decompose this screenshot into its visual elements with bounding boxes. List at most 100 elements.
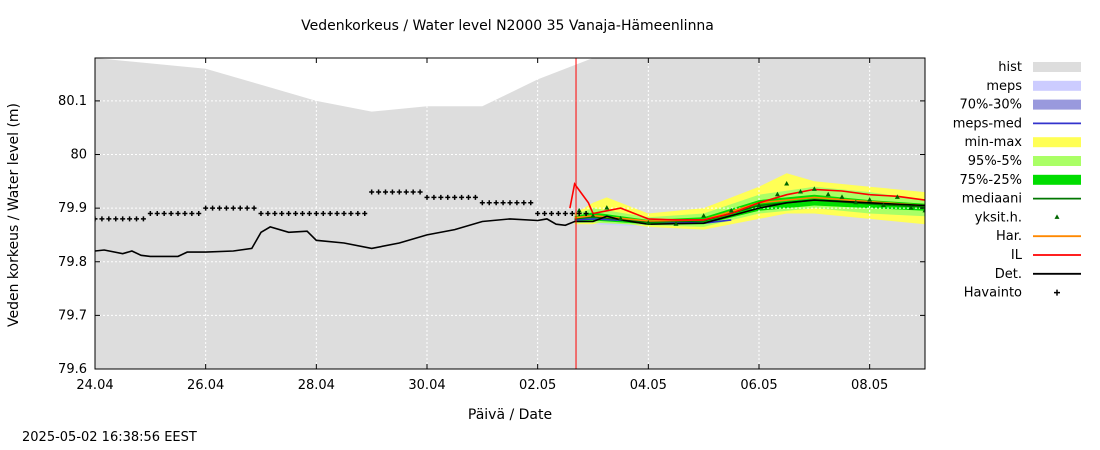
legend-label: Har. xyxy=(996,229,1022,244)
legend-label: min-max xyxy=(964,135,1022,150)
legend-label: meps-med xyxy=(953,116,1022,131)
observation-point xyxy=(521,200,527,206)
legend-swatch xyxy=(1033,99,1081,110)
legend-item: hist xyxy=(998,60,1081,75)
observation-point xyxy=(327,211,333,216)
observation-point xyxy=(217,205,222,211)
legend-item: IL xyxy=(1011,248,1081,263)
ensemble-point xyxy=(645,220,651,225)
observation-point xyxy=(403,189,409,195)
legend-swatch xyxy=(1033,174,1081,185)
observation-point xyxy=(127,216,133,222)
observation-point xyxy=(210,205,216,211)
legend-label: mediaani xyxy=(962,192,1022,207)
ensemble-point xyxy=(908,205,914,210)
chart-title: Vedenkorkeus / Water level N2000 35 Vana… xyxy=(301,18,714,34)
legend-label: 70%-30% xyxy=(960,98,1022,113)
observation-point xyxy=(147,211,153,216)
ensemble-point xyxy=(922,207,925,213)
ensemble-point xyxy=(894,194,900,199)
observation-point xyxy=(466,194,471,200)
observation-point xyxy=(286,211,292,216)
observation-point xyxy=(535,211,541,216)
legend-label: IL xyxy=(1011,248,1023,263)
observation-point xyxy=(569,211,575,216)
x-tick-label: 28.04 xyxy=(298,378,335,393)
legend-item: Det. xyxy=(995,267,1081,282)
legend-label: hist xyxy=(998,60,1022,75)
observation-point xyxy=(154,211,160,216)
y-tick-label: 79.7 xyxy=(58,308,87,323)
x-tick-label: 02.05 xyxy=(519,378,556,393)
x-tick-label: 24.04 xyxy=(76,378,113,393)
observation-point xyxy=(493,200,499,206)
observation-point xyxy=(306,211,312,216)
observation-point xyxy=(313,211,319,216)
observation-point xyxy=(410,189,416,195)
observation-point xyxy=(203,205,209,211)
ensemble-point xyxy=(618,215,624,221)
observation-point xyxy=(99,216,105,222)
legend-label: 95%-5% xyxy=(968,154,1022,169)
ensemble-point xyxy=(853,199,859,205)
observation-point xyxy=(189,211,195,216)
observation-point xyxy=(514,200,520,206)
legend-item: Har. xyxy=(996,229,1081,244)
observation-point xyxy=(341,211,347,216)
x-tick-label: 26.04 xyxy=(187,378,224,393)
legend-item: 70%-30% xyxy=(960,98,1081,113)
legend-item: Havainto xyxy=(964,286,1060,301)
ensemble-point xyxy=(811,186,817,191)
observation-point xyxy=(576,211,582,216)
ensemble-point xyxy=(825,191,831,197)
observation-point xyxy=(362,211,368,216)
ensemble-point xyxy=(784,181,790,186)
line-det- xyxy=(95,199,925,258)
legend-label: 75%-25% xyxy=(960,173,1022,188)
observation-point xyxy=(479,200,485,206)
observation-point xyxy=(396,189,402,195)
observation-point xyxy=(452,194,458,200)
observation-point xyxy=(244,205,250,211)
observation-point xyxy=(555,211,561,216)
observation-point xyxy=(279,211,285,216)
ensemble-point xyxy=(798,189,803,194)
ensemble-point xyxy=(881,202,886,207)
ensemble-point xyxy=(701,213,707,218)
legend-swatch xyxy=(1033,156,1081,166)
observation-point xyxy=(237,205,243,211)
ensemble-point xyxy=(604,205,610,210)
observation-point xyxy=(258,211,264,216)
x-tick-label: 04.05 xyxy=(630,378,667,393)
observation-point xyxy=(320,211,326,216)
observation-point xyxy=(383,189,388,195)
observation-point xyxy=(223,205,229,211)
legend-swatch xyxy=(1054,289,1060,296)
observation-point xyxy=(348,211,354,216)
observation-point xyxy=(528,200,534,206)
observation-point xyxy=(300,211,305,216)
observation-point xyxy=(417,189,423,195)
observation-point xyxy=(168,211,174,216)
x-axis-label: Päivä / Date xyxy=(467,407,553,423)
y-tick-label: 79.9 xyxy=(58,201,87,216)
legend-item: meps xyxy=(986,79,1081,94)
y-tick-label: 79.8 xyxy=(58,255,87,270)
legend: hist meps 70%-30% meps-med min-max 95%-5% 75%-… xyxy=(953,60,1081,301)
observation-point xyxy=(424,194,430,200)
x-tick-label: 30.04 xyxy=(408,378,445,393)
ensemble-point xyxy=(590,213,596,218)
legend-item: 95%-5% xyxy=(968,154,1081,169)
observation-point xyxy=(583,211,589,216)
ensemble-point xyxy=(728,207,734,213)
observation-point xyxy=(95,216,98,222)
legend-swatch xyxy=(1033,137,1081,148)
observation-point xyxy=(459,194,465,200)
y-tick-label: 80 xyxy=(70,148,87,163)
observation-point xyxy=(389,189,395,195)
observation-point xyxy=(230,205,236,211)
legend-item: yksit.h. xyxy=(975,210,1060,225)
legend-swatch xyxy=(1054,214,1060,219)
y-axis-label: Veden korkeus / Water level (m) xyxy=(6,103,22,327)
